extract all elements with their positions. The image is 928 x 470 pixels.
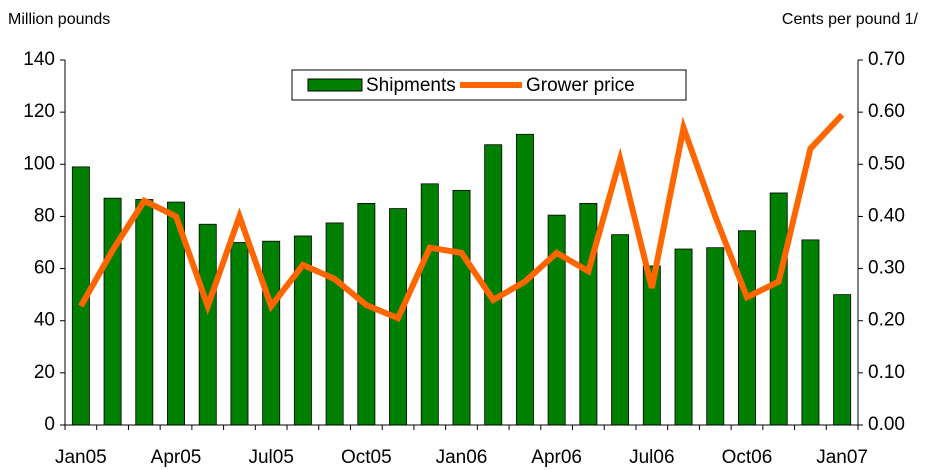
bar	[262, 240, 281, 426]
bar	[579, 202, 598, 426]
y-tick-label: 80	[34, 205, 55, 226]
bar	[611, 234, 630, 426]
bar	[325, 222, 344, 426]
y-tick-label: 20	[34, 362, 55, 383]
y-tick-label: 0	[44, 414, 55, 435]
bar	[738, 230, 756, 426]
x-tick-label: Apr06	[531, 447, 582, 468]
bar	[198, 223, 217, 426]
y2-tick-label: 0.10	[868, 362, 905, 383]
y-axis-title: Million pounds	[8, 11, 110, 28]
x-tick-label: Oct06	[722, 447, 773, 468]
bar	[642, 265, 661, 426]
x-tick-label: Jul06	[629, 447, 674, 468]
y2-tick-label: 0.30	[868, 258, 905, 279]
bar	[452, 189, 471, 426]
bar	[484, 144, 503, 426]
x-tick-label: Jan05	[55, 447, 107, 468]
y-tick-label: 40	[34, 310, 55, 331]
legend-swatch	[307, 78, 363, 92]
x-tick-label: Oct05	[341, 447, 392, 468]
x-tick-label: Jan07	[816, 447, 868, 468]
y2-tick-label: 0.50	[868, 153, 905, 174]
y-tick-label: 120	[23, 101, 55, 122]
x-tick-label: Jan06	[436, 447, 488, 468]
y2-axis-title: Cents per pound 1/	[782, 11, 919, 28]
y2-tick-label: 0.60	[868, 101, 905, 122]
bar	[357, 202, 376, 426]
bar	[706, 247, 725, 426]
y2-tick-label: 0.70	[868, 49, 905, 70]
x-tick-label: Apr05	[151, 447, 202, 468]
bar	[833, 294, 852, 426]
y2-tick-label: 0.40	[868, 205, 905, 226]
bar	[769, 192, 788, 426]
y2-tick-label: 0.00	[868, 414, 905, 435]
legend-label: Shipments	[366, 75, 456, 96]
y-tick-label: 60	[34, 258, 55, 279]
bar	[230, 242, 249, 426]
line	[78, 112, 845, 322]
y2-tick-label: 0.20	[868, 310, 905, 331]
bar	[547, 214, 566, 426]
y-tick-label: 100	[23, 153, 55, 174]
legend-label: Grower price	[526, 75, 635, 96]
x-tick-label: Jul05	[248, 447, 293, 468]
bar	[674, 248, 693, 426]
bar	[420, 183, 439, 426]
y-tick-label: 140	[23, 49, 55, 70]
bar	[801, 239, 820, 426]
bar	[103, 197, 122, 426]
bar	[135, 199, 154, 426]
